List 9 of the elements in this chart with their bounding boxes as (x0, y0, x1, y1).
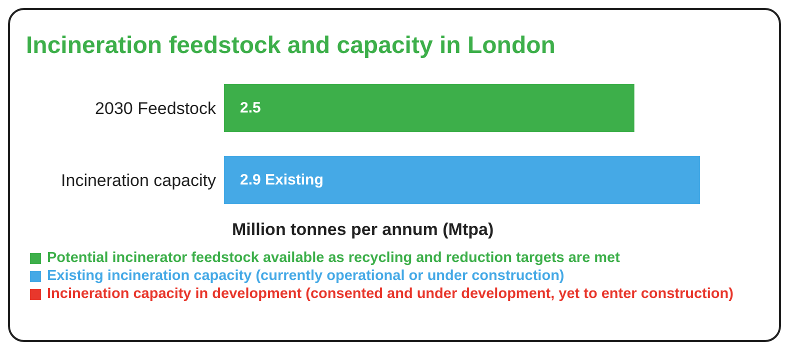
data-label: 2.5 (240, 100, 261, 116)
legend-label: Incineration capacity in development (consented and under development, yet to enter construction) (47, 286, 734, 302)
legend-label: Existing incineration capacity (currently operational or under construction) (47, 268, 564, 284)
x-axis-title: Million tonnes per annum (Mtpa) (232, 220, 495, 240)
y-tick-label: 2030 Feedstock (95, 99, 216, 118)
data-label: 2.9 Existing (240, 172, 324, 188)
y-tick-label: Incineration capacity (61, 171, 216, 190)
legend-label: Potential incinerator feedstock available as recycling and reduction targets are met (47, 250, 620, 266)
chart-title: Incineration feedstock and capacity in London (25, 31, 556, 60)
